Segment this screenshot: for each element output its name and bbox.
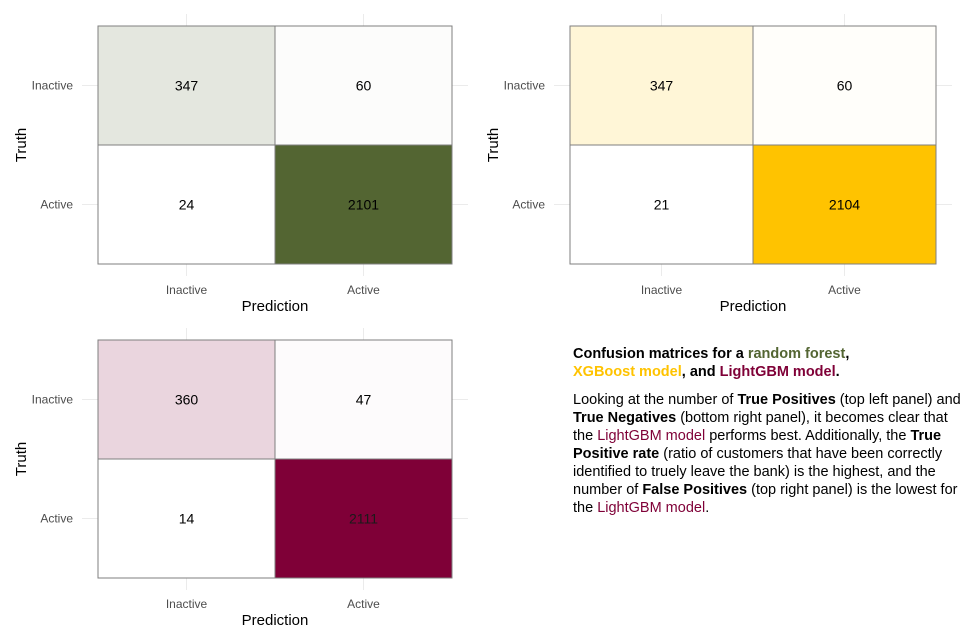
x-tick-label: Inactive — [166, 283, 208, 297]
y-tick-label: Inactive — [32, 79, 74, 93]
caption-true-negatives: True Negatives — [573, 410, 677, 426]
caption-title: Confusion matrices for a random forest, X… — [573, 345, 963, 381]
caption-lgbm-label: LightGBM model — [719, 364, 836, 380]
figure-caption: Confusion matrices for a random forest, X… — [573, 345, 963, 517]
matrix-cell — [752, 144, 937, 265]
matrix-cell — [752, 25, 937, 146]
caption-body: Looking at the number of True Positives … — [573, 391, 963, 517]
caption-lgbm-mention: LightGBM model — [597, 428, 706, 444]
matrix-cell — [569, 144, 754, 265]
caption-body-text: (bottom right panel), it becomes clear t… — [573, 410, 948, 444]
x-tick-label: Inactive — [166, 597, 208, 611]
cell-value-label: 347 — [650, 78, 674, 94]
confusion-matrix-panel-3: 360 47 14 2111 Inactive Active Inactive Active P… — [13, 328, 468, 629]
caption-body-text: performs best. Additionally, the — [705, 428, 911, 444]
confusion-matrix-panel-1: 347 60 24 2101 Inactive Active Inactive Active P… — [13, 14, 468, 315]
y-tick-label: Active — [40, 198, 73, 212]
matrix-cell — [274, 144, 453, 265]
cell-value-label: 24 — [179, 197, 195, 213]
caption-body-text: Looking at the number of — [573, 392, 738, 408]
caption-title-text: Confusion matrices for a — [573, 346, 748, 362]
cell-value-label: 47 — [356, 392, 372, 408]
matrix-cell — [97, 339, 276, 460]
caption-body-text: (top left panel) and — [835, 392, 961, 408]
caption-lgbm-mention: LightGBM model — [597, 500, 706, 516]
x-tick-label: Active — [347, 597, 380, 611]
x-axis-title: Prediction — [242, 612, 309, 629]
cell-value-label: 347 — [175, 78, 199, 94]
caption-body-text: (ratio of customers that have been corre… — [573, 446, 943, 498]
x-tick-label: Active — [828, 283, 861, 297]
y-axis-title: Truth — [13, 128, 30, 162]
cell-value-label: 360 — [175, 392, 199, 408]
cell-value-label: 21 — [654, 197, 670, 213]
cell-value-label: 14 — [179, 511, 195, 527]
caption-body-text: (top right panel) is the lowest for the — [573, 482, 958, 516]
caption-false-positives: False Positives — [642, 482, 748, 498]
cell-value-label: 2111 — [349, 511, 378, 527]
y-tick-label: Inactive — [504, 79, 546, 93]
caption-body-text: . — [705, 500, 710, 516]
confusion-matrix-panel-2: 347 60 21 2104 Inactive Active Inactive Active P… — [485, 14, 952, 315]
matrix-cell — [97, 458, 276, 579]
caption-title-text: , and — [681, 364, 720, 380]
x-axis-title: Prediction — [242, 298, 309, 315]
caption-title-text: , — [845, 346, 850, 362]
y-tick-label: Inactive — [32, 393, 74, 407]
caption-true-positive-rate: True Positive rate — [573, 428, 942, 462]
cell-value-label: 60 — [837, 78, 853, 94]
caption-rf-label: random forest — [747, 346, 846, 362]
matrix-cell — [97, 144, 276, 265]
y-axis-title: Truth — [13, 442, 30, 476]
matrix-cell — [97, 25, 276, 146]
cell-value-label: 2101 — [348, 197, 379, 213]
cell-value-label: 60 — [356, 78, 372, 94]
caption-xgb-label: XGBoost model — [573, 364, 682, 380]
y-axis-title: Truth — [485, 128, 502, 162]
caption-title-text: . — [835, 364, 840, 380]
cell-value-label: 2104 — [829, 197, 860, 213]
x-axis-title: Prediction — [720, 298, 787, 315]
x-tick-label: Active — [347, 283, 380, 297]
y-tick-label: Active — [512, 198, 545, 212]
x-tick-label: Inactive — [641, 283, 683, 297]
y-tick-label: Active — [40, 512, 73, 526]
matrix-cell — [274, 458, 453, 579]
caption-true-positives: True Positives — [737, 392, 836, 408]
matrix-cell — [274, 339, 453, 460]
